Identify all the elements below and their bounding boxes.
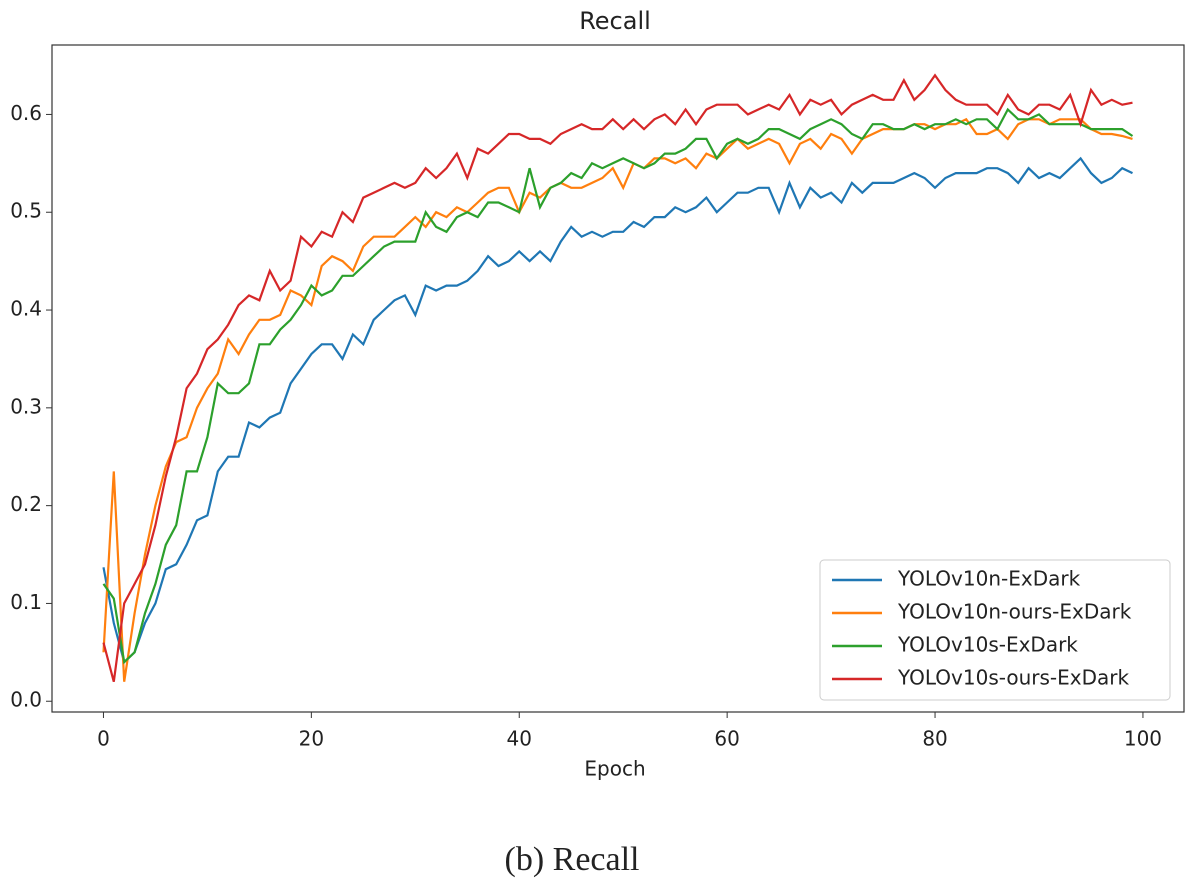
series-line bbox=[102, 107, 1134, 665]
x-tick-label: 0 bbox=[97, 727, 110, 751]
chart-title: Recall bbox=[579, 7, 651, 35]
y-tick-label: 0.4 bbox=[10, 297, 42, 321]
x-axis-label: Epoch bbox=[584, 757, 645, 781]
y-tick-label: 0.5 bbox=[10, 199, 42, 223]
y-tick-label: 0.0 bbox=[10, 688, 42, 712]
y-tick-label: 0.1 bbox=[10, 590, 42, 614]
legend-label: YOLOv10n-ours-ExDark bbox=[897, 600, 1132, 624]
y-tick-label: 0.3 bbox=[10, 394, 42, 418]
legend-label: YOLOv10s-ours-ExDark bbox=[897, 666, 1129, 690]
x-tick-label: 60 bbox=[714, 727, 739, 751]
legend-label: YOLOv10n-ExDark bbox=[897, 567, 1081, 591]
legend-label: YOLOv10s-ExDark bbox=[897, 633, 1078, 657]
x-tick-label: 80 bbox=[922, 727, 947, 751]
caption: (b) Recall bbox=[505, 841, 640, 878]
x-tick-label: 100 bbox=[1124, 727, 1162, 751]
legend-box bbox=[819, 559, 1171, 701]
series-line bbox=[102, 73, 1133, 682]
plot-frame bbox=[51, 44, 1185, 713]
y-tick-label: 0.6 bbox=[10, 101, 42, 125]
series-line bbox=[102, 156, 1133, 665]
x-tick-label: 20 bbox=[299, 727, 324, 751]
x-tick-label: 40 bbox=[507, 727, 532, 751]
y-tick-label: 0.2 bbox=[10, 492, 42, 516]
